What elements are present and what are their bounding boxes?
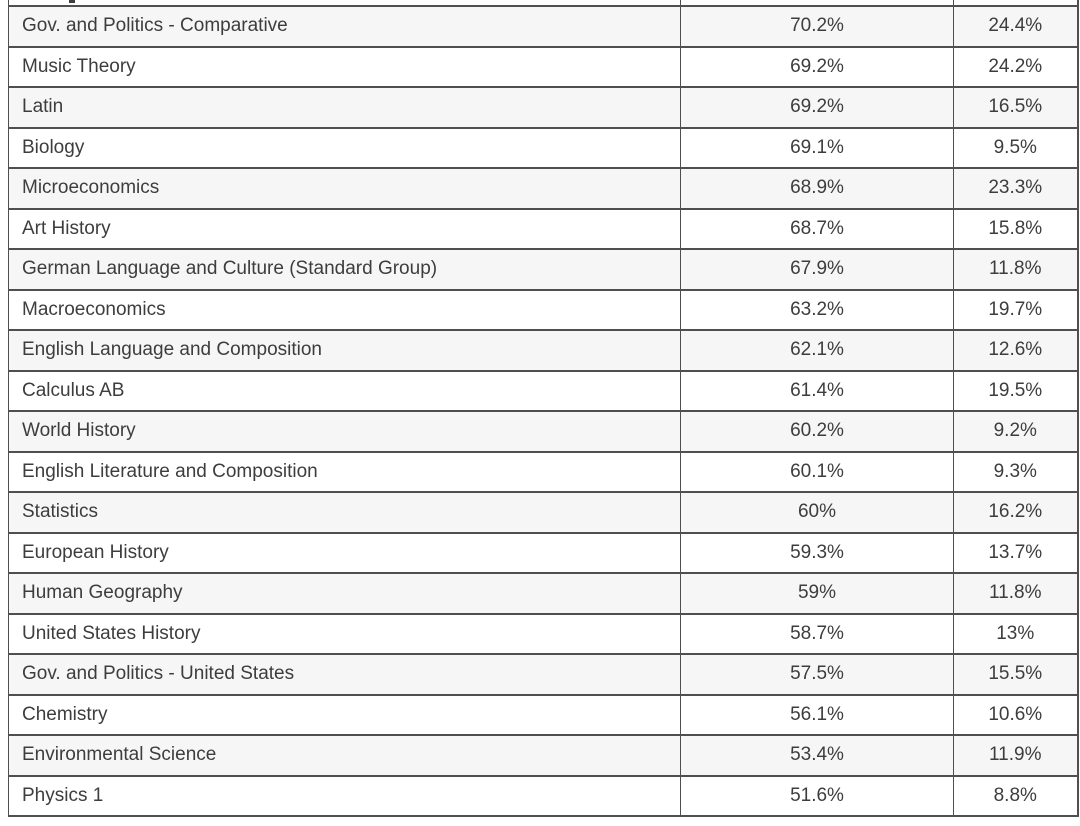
percentage-cell: 60.2% xyxy=(680,411,954,453)
table-row: Chemistry 56.1% 10.6% xyxy=(8,694,1079,736)
subject-cell: Statistics xyxy=(8,492,681,534)
subject-cell: Physics 1 xyxy=(8,775,681,817)
subject-cell: Art History xyxy=(8,208,681,250)
percentage-cell: 63.2% xyxy=(680,289,954,331)
table-row: European History 59.3% 13.7% xyxy=(8,532,1079,574)
subject-cell: Music Theory xyxy=(8,46,681,88)
percentage-cell: 70.2% xyxy=(680,6,954,48)
percentage-cell: 59% xyxy=(680,573,954,615)
percentage-cell: 68.7% xyxy=(680,208,954,250)
clipped-subject-cell xyxy=(8,0,681,7)
percentage-cell: 56.1% xyxy=(680,694,954,736)
percentage-cell: 60% xyxy=(680,492,954,534)
subject-cell: European History xyxy=(8,532,681,574)
table-row: German Language and Culture (Standard Gr… xyxy=(8,249,1079,291)
percentage-cell: 53.4% xyxy=(680,735,954,777)
percentage-cell: 10.6% xyxy=(953,694,1079,736)
percentage-cell: 69.1% xyxy=(680,127,954,169)
clipped-top-row xyxy=(8,0,1079,7)
percentage-cell: 57.5% xyxy=(680,654,954,696)
percentage-cell: 15.8% xyxy=(953,208,1079,250)
table-row: Music Theory 69.2% 24.2% xyxy=(8,46,1079,88)
subject-percentages-table: Gov. and Politics - Comparative 70.2% 24.4… xyxy=(8,0,1079,817)
clipped-text-fragment xyxy=(69,0,75,3)
table-row: Calculus AB 61.4% 19.5% xyxy=(8,370,1079,412)
table-row: United States History 58.7% 13% xyxy=(8,613,1079,655)
table-row: Microeconomics 68.9% 23.3% xyxy=(8,168,1079,210)
table-body: Gov. and Politics - Comparative 70.2% 24.4… xyxy=(8,0,1079,817)
percentage-cell: 23.3% xyxy=(953,168,1079,210)
clipped-value-cell xyxy=(953,0,1079,7)
percentage-cell: 62.1% xyxy=(680,330,954,372)
percentage-cell: 24.2% xyxy=(953,46,1079,88)
percentage-cell: 9.5% xyxy=(953,127,1079,169)
subject-cell: Environmental Science xyxy=(8,735,681,777)
subject-cell: Microeconomics xyxy=(8,168,681,210)
percentage-cell: 16.5% xyxy=(953,87,1079,129)
percentage-cell: 58.7% xyxy=(680,613,954,655)
table-row: English Literature and Composition 60.1% 9… xyxy=(8,451,1079,493)
percentage-cell: 59.3% xyxy=(680,532,954,574)
percentage-cell: 19.5% xyxy=(953,370,1079,412)
subject-cell: World History xyxy=(8,411,681,453)
subject-cell: Gov. and Politics - Comparative xyxy=(8,6,681,48)
percentage-cell: 9.3% xyxy=(953,451,1079,493)
table-row: Art History 68.7% 15.8% xyxy=(8,208,1079,250)
table-row: Environmental Science 53.4% 11.9% xyxy=(8,735,1079,777)
percentage-cell: 69.2% xyxy=(680,46,954,88)
percentage-cell: 24.4% xyxy=(953,6,1079,48)
percentage-cell: 12.6% xyxy=(953,330,1079,372)
percentage-cell: 51.6% xyxy=(680,775,954,817)
subject-cell: Calculus AB xyxy=(8,370,681,412)
percentage-cell: 13% xyxy=(953,613,1079,655)
percentage-cell: 11.8% xyxy=(953,249,1079,291)
table-row: Macroeconomics 63.2% 19.7% xyxy=(8,289,1079,331)
percentage-cell: 15.5% xyxy=(953,654,1079,696)
percentage-cell: 67.9% xyxy=(680,249,954,291)
percentage-cell: 16.2% xyxy=(953,492,1079,534)
subject-cell: Gov. and Politics - United States xyxy=(8,654,681,696)
percentage-cell: 11.9% xyxy=(953,735,1079,777)
percentage-cell: 60.1% xyxy=(680,451,954,493)
table-row: Gov. and Politics - Comparative 70.2% 24.4… xyxy=(8,6,1079,48)
percentage-cell: 13.7% xyxy=(953,532,1079,574)
table-row: English Language and Composition 62.1% 12.… xyxy=(8,330,1079,372)
table-row: Gov. and Politics - United States 57.5% 15… xyxy=(8,654,1079,696)
subject-cell: Macroeconomics xyxy=(8,289,681,331)
table-container: Gov. and Politics - Comparative 70.2% 24.4… xyxy=(8,0,1079,817)
subject-cell: English Literature and Composition xyxy=(8,451,681,493)
table-row: World History 60.2% 9.2% xyxy=(8,411,1079,453)
table-row: Human Geography 59% 11.8% xyxy=(8,573,1079,615)
percentage-cell: 8.8% xyxy=(953,775,1079,817)
subject-cell: English Language and Composition xyxy=(8,330,681,372)
subject-cell: German Language and Culture (Standard Gr… xyxy=(8,249,681,291)
table-row: Statistics 60% 16.2% xyxy=(8,492,1079,534)
subject-cell: United States History xyxy=(8,613,681,655)
table-row: Biology 69.1% 9.5% xyxy=(8,127,1079,169)
table-row: Latin 69.2% 16.5% xyxy=(8,87,1079,129)
percentage-cell: 11.8% xyxy=(953,573,1079,615)
subject-cell: Human Geography xyxy=(8,573,681,615)
subject-cell: Biology xyxy=(8,127,681,169)
subject-cell: Chemistry xyxy=(8,694,681,736)
clipped-value-cell xyxy=(680,0,954,7)
percentage-cell: 68.9% xyxy=(680,168,954,210)
percentage-cell: 61.4% xyxy=(680,370,954,412)
subject-cell: Latin xyxy=(8,87,681,129)
percentage-cell: 9.2% xyxy=(953,411,1079,453)
percentage-cell: 19.7% xyxy=(953,289,1079,331)
table-row: Physics 1 51.6% 8.8% xyxy=(8,775,1079,817)
percentage-cell: 69.2% xyxy=(680,87,954,129)
